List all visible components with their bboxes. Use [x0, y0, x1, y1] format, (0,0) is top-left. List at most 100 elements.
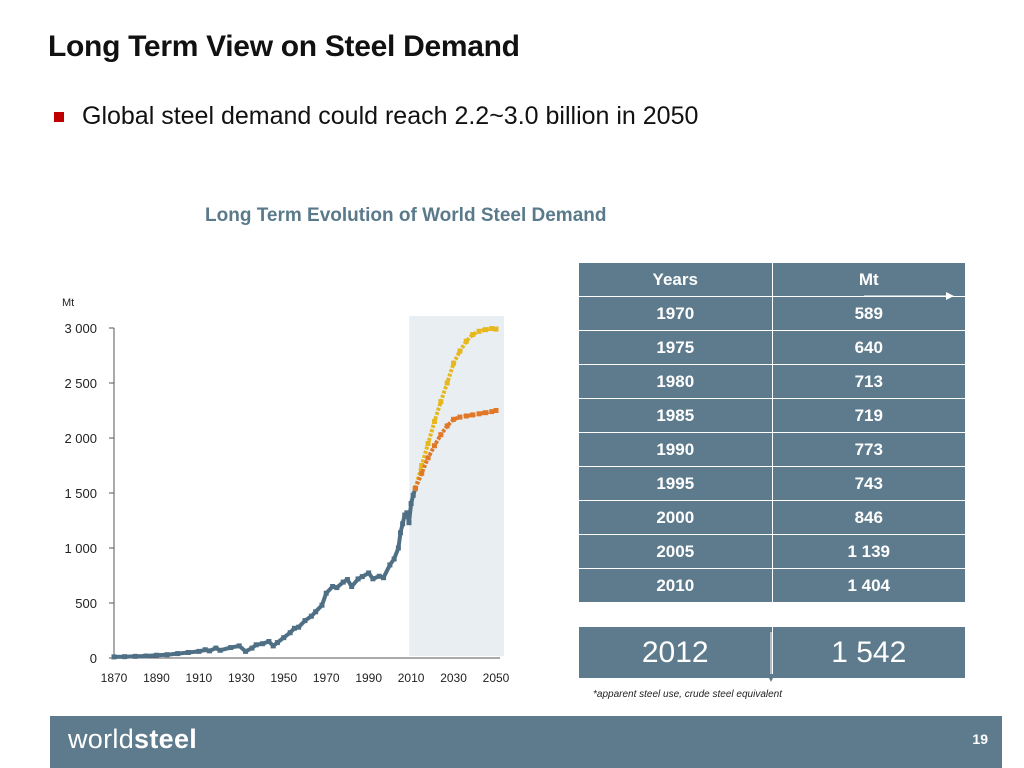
- data-point-historical: [143, 653, 149, 659]
- highlight-row: 2012 1 542: [579, 627, 965, 678]
- data-point-historical: [287, 630, 293, 636]
- data-point-historical: [408, 501, 414, 507]
- data-point-historical: [175, 651, 181, 657]
- data-point-historical: [308, 613, 314, 619]
- table-row: 2010 1 404: [579, 569, 965, 603]
- data-point-low: [431, 443, 437, 449]
- data-point-high: [463, 338, 469, 344]
- data-point-historical: [122, 654, 128, 660]
- logo-part-steel: steel: [134, 724, 198, 754]
- table-cell-mt: 1 404: [847, 576, 891, 595]
- table-header-row: Years Mt: [579, 263, 965, 297]
- data-point-historical: [291, 625, 297, 631]
- x-tick-label: 2010: [398, 671, 425, 685]
- data-point-historical: [270, 643, 276, 649]
- data-point-low: [463, 413, 469, 419]
- table-cell-year: 2000: [579, 501, 773, 534]
- data-point-historical: [349, 584, 355, 589]
- data-point-historical: [319, 602, 325, 608]
- data-point-high: [493, 326, 499, 332]
- table-row: 2000 846: [579, 501, 965, 535]
- x-tick-label: 1970: [313, 671, 340, 685]
- table-header-mt: Mt: [858, 270, 879, 289]
- data-point-historical: [340, 579, 346, 585]
- data-point-historical: [334, 585, 340, 591]
- data-point-historical: [185, 650, 191, 655]
- data-point-historical: [391, 556, 397, 562]
- data-point-historical: [410, 492, 416, 498]
- slide-title: Long Term View on Steel Demand: [48, 30, 520, 63]
- table-row: 1970 589: [579, 297, 965, 331]
- data-point-historical: [313, 609, 319, 615]
- data-point-high: [425, 441, 431, 446]
- page-number: 19: [972, 731, 988, 747]
- data-point-low: [476, 411, 482, 417]
- data-point-high: [431, 419, 437, 424]
- table-cell-year: 1980: [579, 365, 773, 398]
- table-cell-mt: 743: [854, 474, 883, 493]
- data-point-low: [425, 455, 431, 461]
- series-line-low: [413, 408, 497, 490]
- data-point-historical: [370, 576, 376, 582]
- table-row: 1995 743: [579, 467, 965, 501]
- data-point-historical: [398, 530, 403, 536]
- data-point-high: [438, 399, 444, 405]
- data-point-low: [438, 432, 444, 438]
- x-tick-label: 1870: [101, 671, 128, 685]
- data-point-historical: [274, 640, 280, 646]
- table-header-years: Years: [579, 263, 773, 296]
- data-point-high: [482, 327, 488, 333]
- y-tick-label: 1 000: [64, 541, 97, 556]
- highlight-mt: 1 542: [831, 636, 907, 669]
- arrow-right-icon: [864, 292, 954, 300]
- logo-part-world: world: [68, 724, 135, 754]
- data-point-historical: [400, 521, 406, 527]
- footnote: *apparent steel use, crude steel equival…: [593, 689, 783, 700]
- data-point-historical: [359, 574, 365, 580]
- table-cell-mt: 773: [854, 440, 883, 459]
- table-cell-year: 1970: [579, 297, 773, 330]
- data-point-high: [476, 328, 482, 334]
- y-tick-label: 1 500: [64, 486, 97, 501]
- y-tick-label: 500: [75, 596, 97, 611]
- data-point-low: [419, 470, 425, 476]
- y-tick-label: 3 000: [64, 321, 97, 336]
- data-point-low: [451, 416, 457, 422]
- data-point-historical: [296, 624, 302, 630]
- data-point-historical: [330, 584, 336, 589]
- data-point-historical: [344, 577, 350, 583]
- bullet-point: Global steel demand could reach 2.2~3.0 …: [54, 102, 698, 131]
- data-point-low: [444, 423, 450, 429]
- data-point-historical: [243, 648, 249, 654]
- data-point-historical: [249, 645, 255, 651]
- data-point-historical: [228, 645, 234, 651]
- data-point-historical: [266, 639, 272, 644]
- projection-band: [409, 316, 504, 656]
- data-point-historical: [164, 652, 170, 658]
- data-point-historical: [366, 570, 372, 576]
- x-tick-label: 1890: [143, 671, 170, 685]
- table-cell-mt: 719: [854, 406, 883, 425]
- highlight-year: 2012: [579, 627, 773, 678]
- table-cell-mt: 640: [854, 338, 883, 357]
- data-point-low: [482, 410, 488, 416]
- chart-title: Long Term Evolution of World Steel Deman…: [205, 205, 607, 226]
- data-point-historical: [196, 648, 202, 654]
- data-point-historical: [253, 642, 259, 648]
- worldsteel-logo: worldsteel: [68, 724, 197, 755]
- data-point-historical: [302, 618, 308, 624]
- table-cell-year: 2010: [579, 569, 773, 602]
- table-cell-mt: 846: [854, 508, 883, 527]
- y-axis-label: Mt: [62, 297, 74, 309]
- data-point-high: [444, 380, 450, 386]
- table-cell-year: 1990: [579, 433, 773, 466]
- data-point-historical: [213, 645, 219, 651]
- data-point-high: [451, 360, 457, 366]
- x-tick-label: 1910: [186, 671, 213, 685]
- data-point-historical: [260, 641, 266, 647]
- data-point-historical: [381, 575, 387, 581]
- x-tick-label: 2050: [483, 671, 510, 685]
- data-point-historical: [207, 648, 212, 654]
- data-point-high: [457, 348, 463, 354]
- data-point-high: [470, 332, 476, 338]
